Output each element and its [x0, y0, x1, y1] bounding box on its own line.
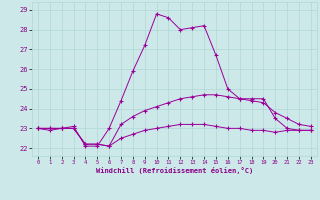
X-axis label: Windchill (Refroidissement éolien,°C): Windchill (Refroidissement éolien,°C) [96, 167, 253, 174]
